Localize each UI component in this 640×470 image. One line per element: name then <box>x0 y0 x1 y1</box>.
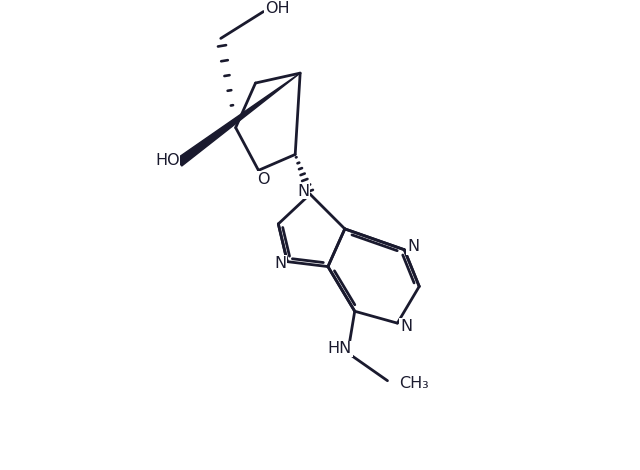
Text: OH: OH <box>265 1 290 16</box>
Text: N: N <box>407 239 419 254</box>
Text: HN: HN <box>328 341 352 356</box>
Polygon shape <box>177 73 300 166</box>
Text: N: N <box>400 319 412 334</box>
Text: N: N <box>297 184 309 199</box>
Text: CH₃: CH₃ <box>399 376 429 391</box>
Text: HO: HO <box>155 153 179 168</box>
Text: N: N <box>275 256 286 271</box>
Text: O: O <box>257 172 269 187</box>
